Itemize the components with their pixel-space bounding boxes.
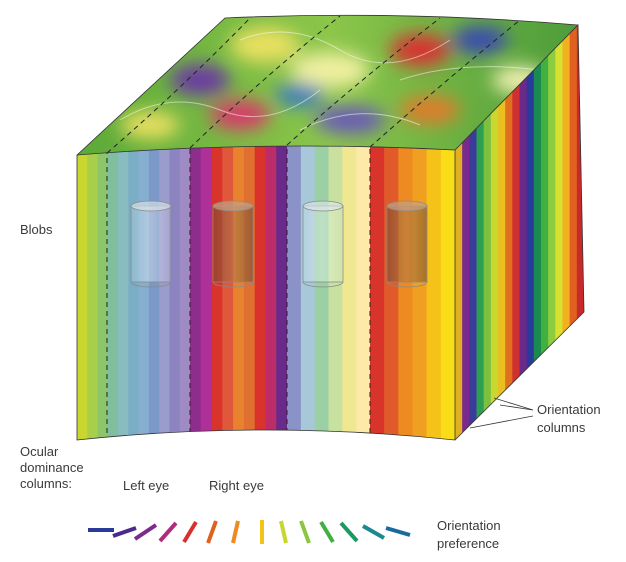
stripe <box>398 146 413 440</box>
stripe <box>211 146 223 440</box>
cube-edges <box>76 14 585 441</box>
stripe <box>505 25 513 440</box>
stripe <box>97 146 109 440</box>
stripe <box>490 25 499 440</box>
side-face <box>455 25 584 440</box>
stripe <box>276 146 288 440</box>
label: Orientation <box>537 402 601 417</box>
stripe <box>87 146 99 440</box>
stripe <box>77 146 88 440</box>
stripe <box>426 146 442 440</box>
stripe <box>138 146 150 440</box>
orientation-legend <box>88 520 411 544</box>
stripe <box>342 146 357 440</box>
stripe <box>498 25 506 440</box>
stripe <box>243 146 256 440</box>
stripe <box>526 25 535 440</box>
stripe <box>190 146 202 440</box>
label: columns: <box>20 476 72 491</box>
stripe <box>533 25 542 440</box>
stripe <box>384 146 399 440</box>
stripe <box>576 25 584 440</box>
stripe <box>469 25 477 440</box>
stripe <box>440 146 455 440</box>
stripe <box>169 146 181 440</box>
label: preference <box>437 536 499 551</box>
stripe <box>356 146 371 440</box>
stripe <box>200 146 213 440</box>
stripe <box>265 146 277 440</box>
stripe <box>254 146 266 440</box>
stripe <box>569 25 578 440</box>
stripe <box>107 146 119 440</box>
stripe <box>148 146 160 440</box>
label: dominance <box>20 460 84 475</box>
stripe <box>118 146 129 440</box>
stripe <box>548 25 556 440</box>
stripe <box>412 146 428 440</box>
top-face <box>77 15 578 155</box>
stripe <box>222 146 234 440</box>
label: Blobs <box>20 222 53 237</box>
front-face <box>77 146 455 440</box>
stripe <box>476 25 485 440</box>
label: Right eye <box>209 478 264 493</box>
pointer-lines <box>469 397 534 429</box>
label: columns <box>537 420 586 435</box>
label: Orientation <box>437 518 501 533</box>
stripe <box>519 25 528 440</box>
label: Ocular <box>20 444 59 459</box>
ocular-boundaries <box>106 146 371 440</box>
stripe <box>314 146 329 440</box>
stripe <box>370 146 385 440</box>
stripe <box>128 146 140 440</box>
stripe <box>462 25 470 440</box>
stripe <box>555 25 563 440</box>
stripe <box>179 146 191 440</box>
stripe <box>287 146 302 440</box>
stripe <box>159 146 170 440</box>
stripe <box>233 146 245 440</box>
stripe <box>541 25 549 440</box>
stripe <box>483 25 492 440</box>
stripe <box>562 25 571 440</box>
stripe <box>300 146 316 440</box>
stripe <box>328 146 343 440</box>
blobs <box>130 200 428 288</box>
label: Left eye <box>123 478 169 493</box>
stripe <box>455 25 463 440</box>
stripe <box>512 25 520 440</box>
